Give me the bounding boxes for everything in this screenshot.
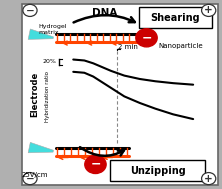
Polygon shape [28, 29, 54, 39]
Text: Unzipping: Unzipping [130, 166, 186, 176]
Text: Shearing: Shearing [151, 13, 200, 22]
Text: Nanoparticle: Nanoparticle [159, 43, 203, 49]
Text: 25V/cm: 25V/cm [21, 172, 48, 178]
Text: −: − [26, 5, 34, 15]
Text: 2 min: 2 min [118, 43, 138, 50]
Circle shape [85, 155, 106, 174]
Text: DNA: DNA [92, 8, 117, 18]
Circle shape [136, 29, 157, 47]
FancyBboxPatch shape [110, 160, 205, 181]
Text: Electrode: Electrode [30, 72, 39, 117]
FancyBboxPatch shape [22, 4, 218, 185]
Text: −: − [141, 31, 152, 44]
Text: Hybridization ratio: Hybridization ratio [45, 71, 50, 122]
Polygon shape [28, 142, 54, 153]
Circle shape [202, 4, 216, 16]
Text: −: − [90, 158, 101, 171]
Text: Hydrogel
matrix: Hydrogel matrix [39, 24, 67, 35]
Circle shape [202, 173, 216, 185]
FancyBboxPatch shape [139, 7, 212, 28]
Text: +: + [204, 174, 213, 184]
Text: +: + [204, 5, 213, 15]
Text: −: − [26, 174, 34, 184]
Text: 20%: 20% [43, 60, 57, 64]
Circle shape [23, 4, 37, 16]
Circle shape [23, 173, 37, 185]
